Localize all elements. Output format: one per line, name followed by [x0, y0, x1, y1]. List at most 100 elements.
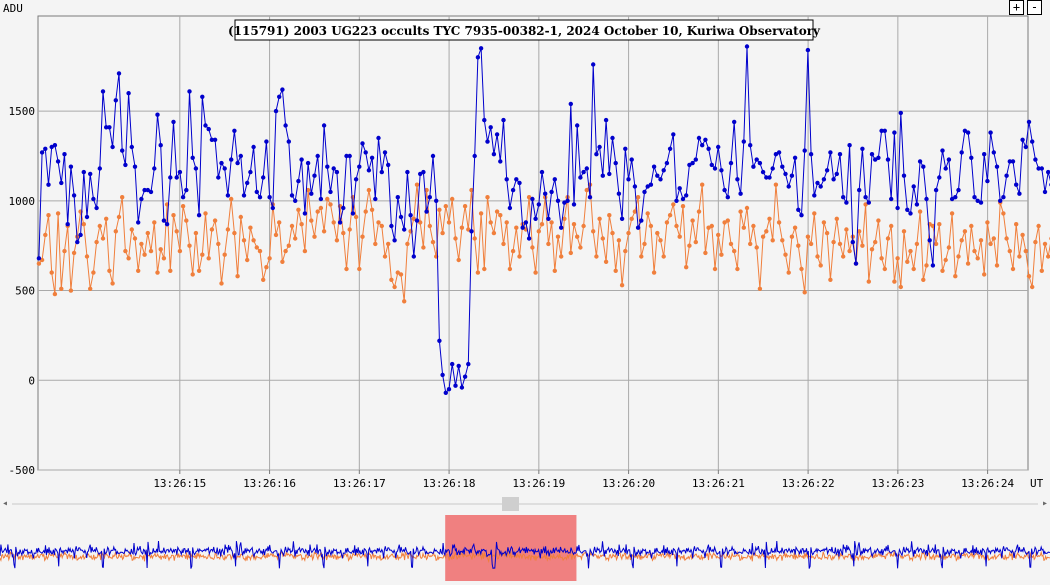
target-data-point — [962, 128, 968, 133]
target-data-point — [293, 198, 298, 203]
horizontal-scrollbar[interactable]: ◂ ▸ — [0, 497, 1050, 511]
target-data-point — [514, 177, 519, 182]
plot-background — [37, 15, 1029, 471]
comparison-data-point — [225, 227, 231, 232]
scroll-track[interactable] — [12, 503, 1038, 505]
comparison-data-point — [959, 238, 964, 243]
target-data-point — [472, 153, 477, 159]
target-data-point — [216, 175, 221, 180]
comparison-data-point — [741, 225, 746, 230]
comparison-data-point — [792, 225, 798, 230]
x-tick-label: 13:26:17 — [333, 477, 386, 490]
target-data-point — [587, 195, 593, 200]
comparison-data-point — [222, 252, 227, 257]
comparison-data-point — [889, 223, 894, 229]
scroll-left-arrow-icon[interactable]: ◂ — [2, 498, 9, 509]
comparison-data-point — [1014, 222, 1019, 227]
target-data-point — [434, 198, 439, 203]
comparison-data-point — [312, 234, 317, 239]
comparison-data-point — [908, 248, 913, 254]
target-data-point — [911, 184, 916, 189]
comparison-data-point — [975, 256, 980, 261]
comparison-data-point — [347, 227, 352, 232]
comparison-data-point — [318, 205, 324, 211]
target-data-point — [277, 94, 282, 100]
comparison-data-point — [610, 230, 615, 236]
target-data-point — [453, 383, 458, 388]
overview-chart[interactable] — [0, 515, 1050, 585]
comparison-data-point — [334, 238, 340, 243]
comparison-data-point — [430, 239, 436, 245]
target-data-point — [603, 117, 609, 123]
target-data-point — [84, 214, 90, 220]
comparison-data-point — [725, 218, 730, 223]
target-data-point — [559, 225, 564, 230]
comparison-data-point — [603, 259, 609, 264]
x-axis-label: UT — [1030, 477, 1044, 490]
comparison-data-point — [267, 256, 272, 261]
comparison-data-point — [196, 268, 202, 273]
main-chart[interactable]: -500 0 500 1000 1500 13:26:15 13:26:16 13:26:17… — [0, 0, 1050, 497]
target-data-point — [68, 164, 74, 169]
target-data-point — [341, 205, 346, 211]
target-data-point — [539, 169, 545, 175]
comparison-data-point — [648, 223, 654, 229]
comparison-data-point — [1039, 268, 1045, 273]
scroll-thumb[interactable] — [502, 497, 519, 511]
comparison-data-point — [1036, 223, 1041, 229]
target-data-point — [520, 225, 525, 230]
target-data-point — [302, 211, 308, 216]
target-data-point — [959, 150, 964, 155]
scroll-right-arrow-icon[interactable]: ▸ — [1041, 498, 1048, 509]
comparison-data-point — [575, 234, 580, 239]
target-data-point — [187, 89, 192, 94]
comparison-data-point — [616, 238, 622, 243]
zoom-out-button[interactable]: - — [1027, 0, 1042, 15]
target-data-point — [853, 261, 859, 266]
comparison-data-point — [789, 234, 795, 239]
target-data-point — [155, 112, 160, 117]
comparison-data-point — [767, 216, 772, 221]
comparison-data-point — [305, 187, 311, 193]
target-data-point — [475, 55, 481, 60]
comparison-data-point — [440, 230, 445, 236]
target-data-point — [1020, 137, 1025, 142]
comparison-data-point — [841, 254, 846, 259]
comparison-data-point — [623, 248, 628, 254]
target-data-point — [780, 164, 785, 169]
target-data-point — [107, 125, 112, 130]
target-data-point — [402, 227, 407, 232]
target-data-point — [764, 175, 769, 180]
target-data-point — [421, 169, 426, 175]
zoom-in-button[interactable]: + — [1009, 0, 1024, 15]
comparison-data-point — [152, 220, 157, 225]
comparison-data-point — [732, 248, 737, 254]
comparison-data-point — [273, 232, 279, 238]
target-data-point — [799, 213, 804, 218]
target-data-point — [597, 144, 602, 150]
comparison-data-point — [443, 204, 448, 209]
comparison-data-point — [901, 229, 907, 234]
comparison-data-point — [245, 257, 250, 263]
comparison-data-point — [866, 279, 871, 284]
target-data-point — [629, 157, 634, 162]
target-data-point — [296, 178, 301, 184]
target-data-point — [206, 126, 211, 132]
target-data-point — [164, 222, 170, 227]
comparison-data-point — [411, 216, 416, 221]
target-data-point — [674, 198, 679, 203]
comparison-data-point — [754, 245, 759, 250]
comparison-data-point — [991, 236, 996, 241]
comparison-data-point — [658, 238, 663, 243]
comparison-data-point — [677, 234, 682, 239]
target-data-point — [898, 110, 903, 116]
target-data-point — [347, 153, 352, 159]
comparison-data-point — [965, 261, 971, 266]
target-data-point — [728, 160, 734, 166]
target-data-point — [690, 160, 695, 166]
target-data-point — [382, 150, 388, 155]
target-data-point — [81, 169, 87, 175]
comparison-data-point — [1004, 236, 1009, 241]
target-data-point — [882, 128, 887, 133]
target-data-point — [88, 171, 93, 177]
